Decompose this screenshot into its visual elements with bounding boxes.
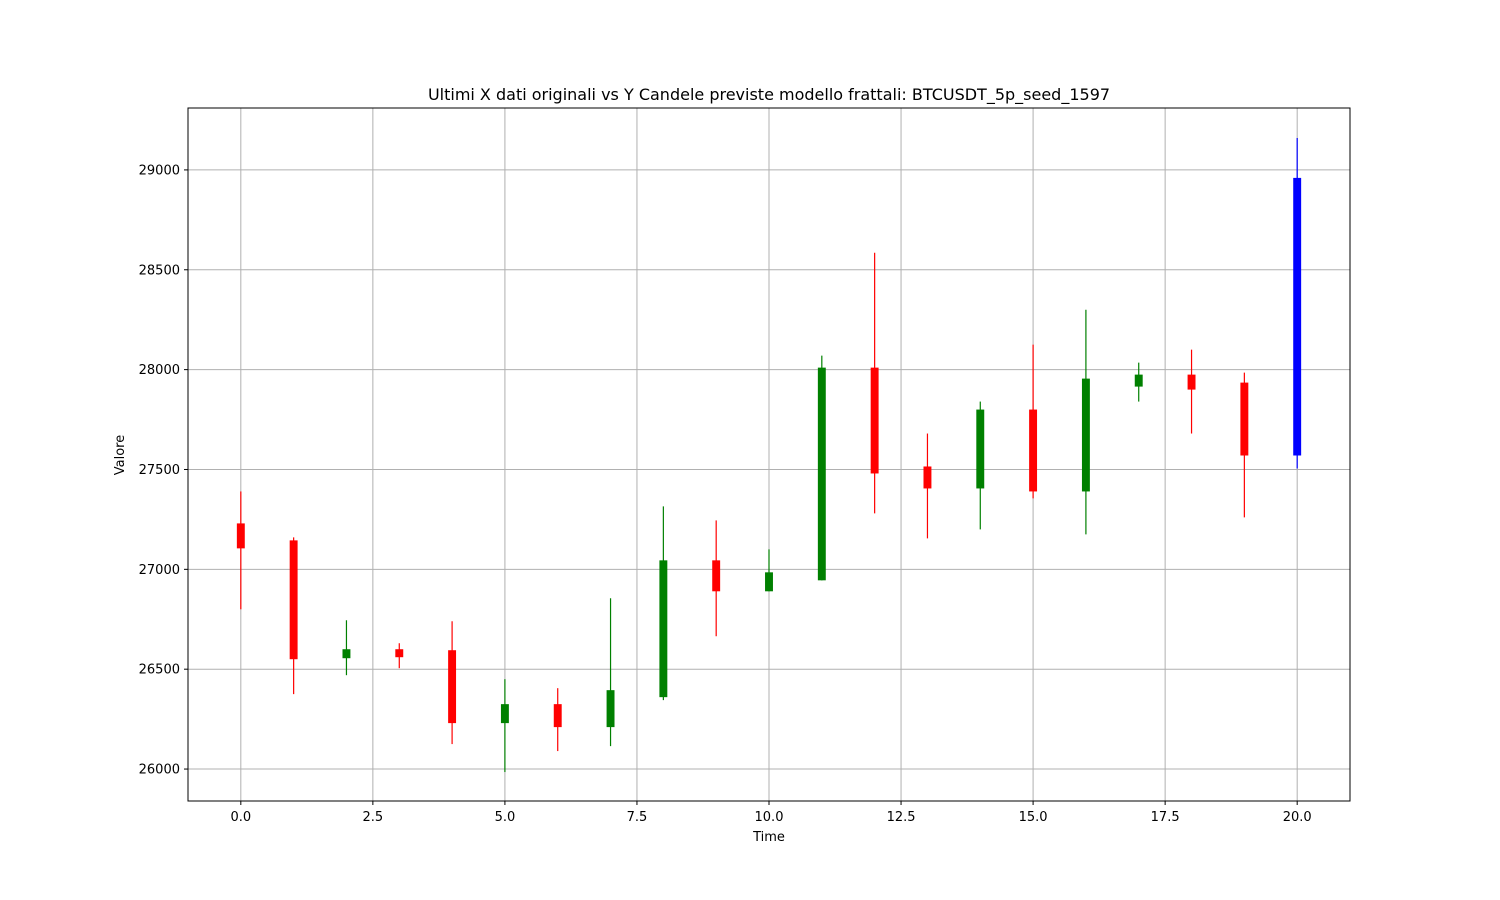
candle-body bbox=[817, 367, 826, 581]
candle bbox=[1029, 344, 1038, 499]
y-tick-label: 26500 bbox=[139, 663, 180, 678]
candle-body bbox=[395, 649, 404, 658]
candle-body bbox=[659, 560, 668, 698]
candle-body bbox=[1029, 409, 1038, 492]
candle bbox=[1293, 137, 1302, 469]
x-axis-label: Time bbox=[752, 830, 785, 845]
candle bbox=[870, 252, 879, 514]
y-tick-label: 27000 bbox=[139, 563, 180, 578]
candle bbox=[342, 620, 351, 676]
candle-body bbox=[923, 466, 932, 489]
x-tick-label: 12.5 bbox=[887, 810, 916, 825]
candle-body bbox=[289, 540, 298, 660]
x-tick-label: 20.0 bbox=[1283, 810, 1312, 825]
x-tick-label: 0.0 bbox=[230, 810, 251, 825]
candle bbox=[923, 433, 932, 539]
candle-body bbox=[1081, 378, 1090, 492]
y-axis-label: Valore bbox=[113, 435, 128, 475]
y-tick-label: 27500 bbox=[139, 463, 180, 478]
x-tick-label: 10.0 bbox=[755, 810, 784, 825]
candle-body bbox=[765, 572, 773, 592]
candle-body bbox=[553, 704, 562, 728]
x-tick-label: 2.5 bbox=[363, 810, 384, 825]
x-tick-label: 7.5 bbox=[627, 810, 648, 825]
candle-body bbox=[606, 690, 615, 728]
candle bbox=[553, 688, 562, 752]
y-tick-label: 26000 bbox=[139, 763, 180, 778]
candle bbox=[817, 355, 826, 581]
candle bbox=[659, 506, 668, 701]
x-tick-label: 17.5 bbox=[1151, 810, 1180, 825]
y-tick-label: 29000 bbox=[139, 163, 180, 178]
candle bbox=[448, 621, 457, 745]
y-tick-label: 28000 bbox=[139, 363, 180, 378]
candle-body bbox=[1293, 177, 1302, 456]
x-tick-label: 5.0 bbox=[495, 810, 516, 825]
candle bbox=[712, 520, 721, 637]
axis-ticks: 0.0 2.5 5.0 7.5 10.0 12.5 15.0 17.5 20.0 26000 265… bbox=[139, 163, 1312, 825]
x-tick-label: 15.0 bbox=[1019, 810, 1048, 825]
candle-body bbox=[1134, 374, 1143, 387]
chart-title: Ultimi X dati originali vs Y Candele pre… bbox=[428, 85, 1110, 105]
candle-body bbox=[1187, 374, 1196, 390]
y-tick-label: 28500 bbox=[139, 263, 180, 278]
candle bbox=[395, 643, 404, 669]
grid bbox=[188, 108, 1350, 801]
candle-body bbox=[448, 650, 457, 724]
candle bbox=[606, 598, 615, 747]
candle-body bbox=[236, 523, 245, 549]
candle bbox=[765, 549, 773, 592]
candle bbox=[1081, 309, 1090, 535]
candle-body bbox=[712, 560, 721, 592]
candle bbox=[1187, 349, 1196, 434]
candle bbox=[236, 491, 245, 610]
candle-body bbox=[870, 367, 879, 474]
candle-body bbox=[976, 409, 985, 489]
candle-body bbox=[1240, 382, 1249, 456]
candles bbox=[236, 137, 1302, 773]
candle bbox=[500, 679, 509, 773]
candle bbox=[976, 401, 985, 530]
candle bbox=[289, 537, 298, 695]
candle-body bbox=[342, 649, 351, 659]
candle-body bbox=[500, 704, 509, 724]
candle bbox=[1134, 362, 1143, 402]
candle bbox=[1240, 372, 1249, 518]
